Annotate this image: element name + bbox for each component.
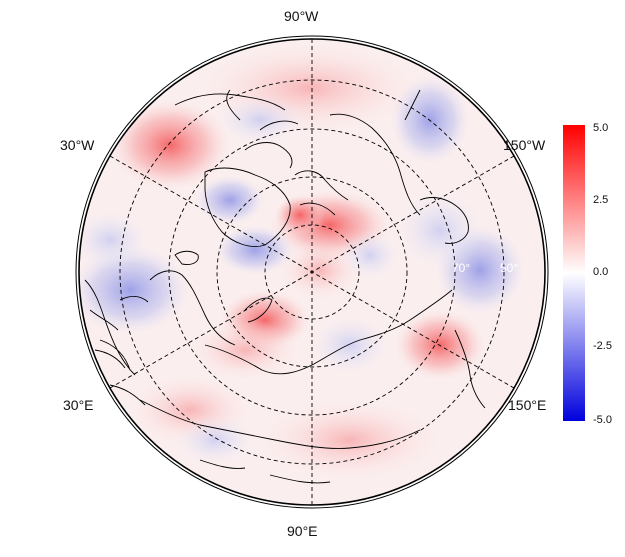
siberia-coast [204, 289, 453, 375]
asia-borders [139, 399, 421, 484]
colorbar-tick-label: 0.0 [593, 266, 609, 278]
colorbar-tick-label: -2.5 [593, 340, 612, 352]
map-frame [78, 38, 546, 506]
lon-label-150e: 150°E [508, 397, 547, 413]
north-america-coast [174, 89, 421, 216]
colorbar [563, 125, 585, 421]
lat-label-50: 50° [500, 261, 518, 275]
arctic-archipelago-coast [226, 89, 349, 216]
graticule [109, 39, 515, 505]
lat-circle-60 [168, 128, 456, 416]
lat-circle-70 [216, 176, 408, 368]
colorbar-tick-label: 5.0 [593, 122, 609, 134]
novaya-zemlya-coast [244, 297, 273, 323]
lon-label-30w: 30°W [60, 137, 95, 153]
coastlines [84, 89, 486, 484]
map-frame-outer [75, 35, 549, 509]
lon-label-150w: 150°W [503, 137, 546, 153]
europe-borders [89, 309, 146, 406]
meridian-30e-150w [109, 155, 515, 389]
iceland-coast [174, 250, 199, 265]
lon-label-30e: 30°E [63, 397, 94, 413]
lat-label-70: 70° [452, 261, 470, 275]
kamchatka-coast [454, 329, 486, 409]
alaska-coast [419, 197, 469, 244]
lon-label-90w: 90°W [284, 8, 319, 24]
lon-label-90e: 90°E [287, 523, 318, 539]
colorbar-tick-label: 2.5 [593, 194, 609, 206]
colorbar-tick-label: -5.0 [593, 414, 612, 426]
anomaly-field [79, 39, 545, 505]
greenland-coast [204, 167, 291, 247]
lat-circle-50 [119, 79, 505, 465]
scandinavia-coast [119, 270, 236, 346]
